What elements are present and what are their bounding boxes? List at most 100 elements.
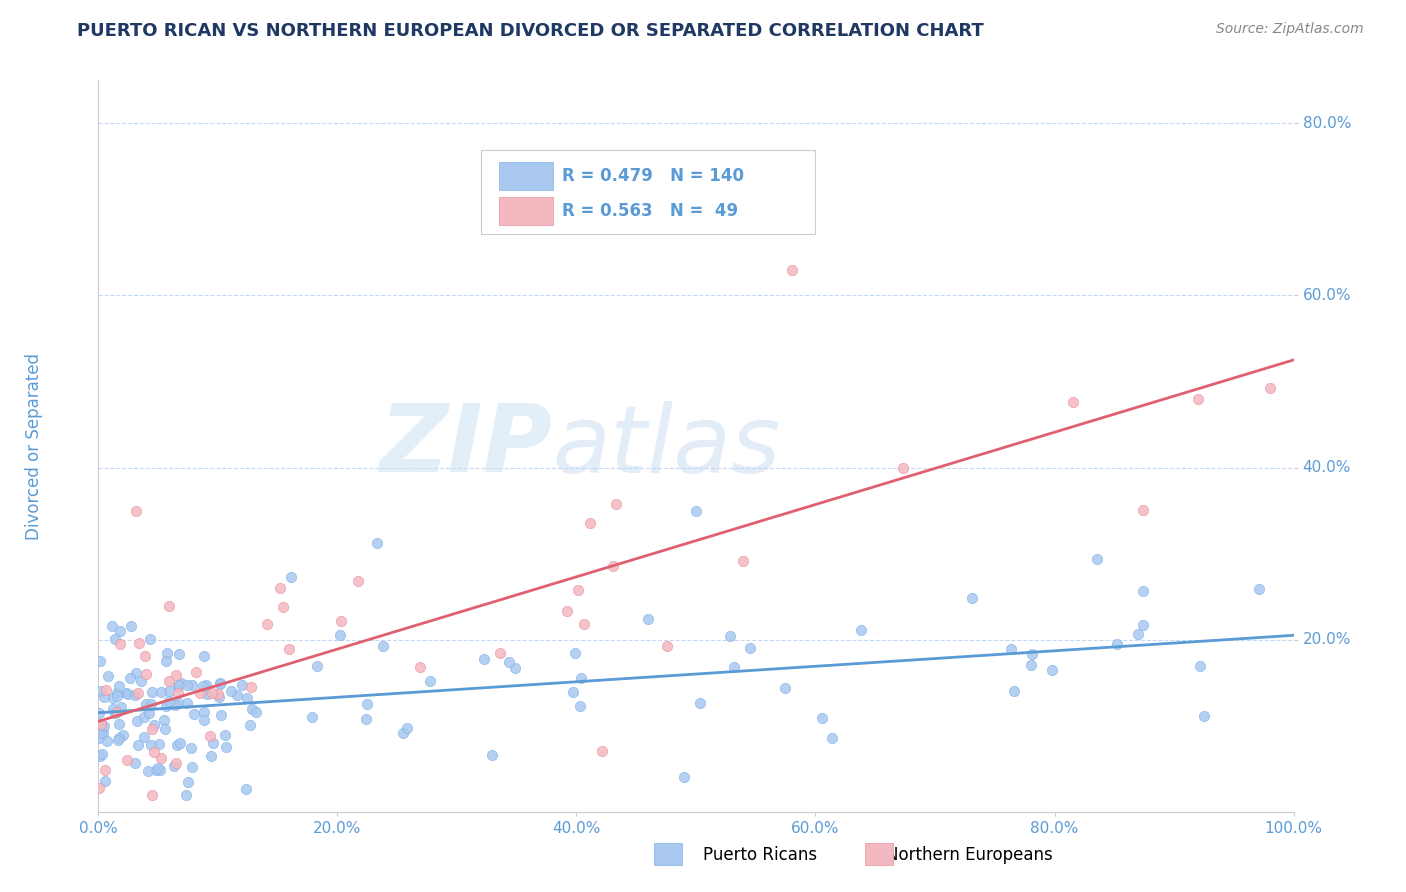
Point	[157, 684, 180, 698]
Point	[780, 262, 803, 277]
Point	[202, 736, 225, 750]
Point	[180, 740, 202, 755]
Point	[564, 646, 586, 660]
Point	[120, 671, 142, 685]
Point	[101, 702, 124, 716]
Point	[200, 729, 222, 743]
Point	[157, 599, 180, 613]
Text: PUERTO RICAN VS NORTHERN EUROPEAN DIVORCED OR SEPARATED CORRELATION CHART: PUERTO RICAN VS NORTHERN EUROPEAN DIVORC…	[77, 22, 984, 40]
Point	[567, 582, 589, 597]
Point	[193, 705, 215, 719]
Point	[579, 516, 602, 530]
Point	[90, 684, 112, 698]
Point	[962, 591, 984, 606]
Point	[120, 619, 142, 633]
Text: R = 0.563   N =  49: R = 0.563 N = 49	[562, 202, 738, 220]
Point	[91, 726, 114, 740]
Point	[166, 739, 188, 753]
Point	[602, 559, 624, 574]
Point	[1021, 658, 1043, 673]
Point	[90, 717, 112, 731]
Point	[488, 646, 510, 660]
Point	[301, 710, 323, 724]
Point	[226, 688, 249, 702]
Point	[135, 697, 157, 711]
Point	[152, 713, 174, 727]
Point	[110, 624, 132, 639]
Point	[655, 639, 678, 653]
Point	[155, 698, 177, 713]
Point	[165, 756, 187, 771]
Point	[245, 705, 267, 719]
Point	[111, 727, 134, 741]
Point	[169, 678, 191, 692]
Point	[115, 753, 138, 767]
Point	[125, 714, 148, 729]
Point	[240, 701, 263, 715]
Point	[87, 781, 110, 796]
Point	[169, 736, 191, 750]
Point	[108, 716, 131, 731]
Point	[215, 740, 238, 755]
Point	[87, 731, 110, 745]
Point	[139, 632, 162, 646]
Point	[90, 725, 112, 739]
Point	[115, 686, 138, 700]
Point	[733, 554, 755, 568]
Point	[141, 738, 163, 752]
Point	[94, 773, 117, 788]
Point	[96, 733, 118, 747]
Text: Northern Europeans: Northern Europeans	[886, 846, 1053, 863]
Point	[89, 654, 111, 668]
Point	[93, 719, 115, 733]
Point	[105, 689, 128, 703]
Point	[125, 666, 148, 681]
Point	[184, 665, 207, 680]
Point	[129, 673, 152, 688]
FancyBboxPatch shape	[499, 197, 553, 225]
Point	[503, 661, 526, 675]
Point	[1258, 381, 1281, 395]
Point	[150, 685, 173, 699]
Point	[89, 706, 111, 720]
Point	[124, 504, 146, 518]
Point	[149, 763, 172, 777]
Point	[366, 535, 388, 549]
FancyBboxPatch shape	[499, 162, 553, 190]
Point	[569, 698, 592, 713]
Point	[167, 647, 190, 661]
Point	[93, 763, 115, 777]
Point	[108, 679, 131, 693]
Point	[211, 707, 233, 722]
Point	[103, 691, 125, 706]
Point	[156, 647, 179, 661]
Point	[1021, 648, 1043, 662]
Point	[93, 690, 115, 704]
Point	[181, 760, 204, 774]
Point	[419, 673, 441, 688]
Point	[124, 756, 146, 771]
FancyBboxPatch shape	[481, 150, 815, 234]
Point	[124, 688, 146, 702]
Point	[591, 744, 613, 758]
Point	[1002, 683, 1025, 698]
Point	[183, 706, 205, 721]
Point	[637, 611, 659, 625]
Point	[188, 686, 211, 700]
Point	[1132, 502, 1154, 516]
Point	[498, 655, 520, 669]
Point	[773, 681, 796, 695]
Point	[94, 682, 117, 697]
Point	[157, 694, 180, 708]
Point	[89, 748, 111, 763]
Point	[1062, 395, 1084, 409]
Point	[1085, 552, 1108, 566]
Point	[278, 642, 301, 657]
Point	[105, 685, 128, 699]
Point	[239, 680, 262, 694]
Point	[1187, 392, 1209, 406]
Point	[891, 461, 914, 475]
Point	[90, 747, 112, 761]
Point	[208, 676, 231, 690]
Point	[163, 698, 186, 712]
